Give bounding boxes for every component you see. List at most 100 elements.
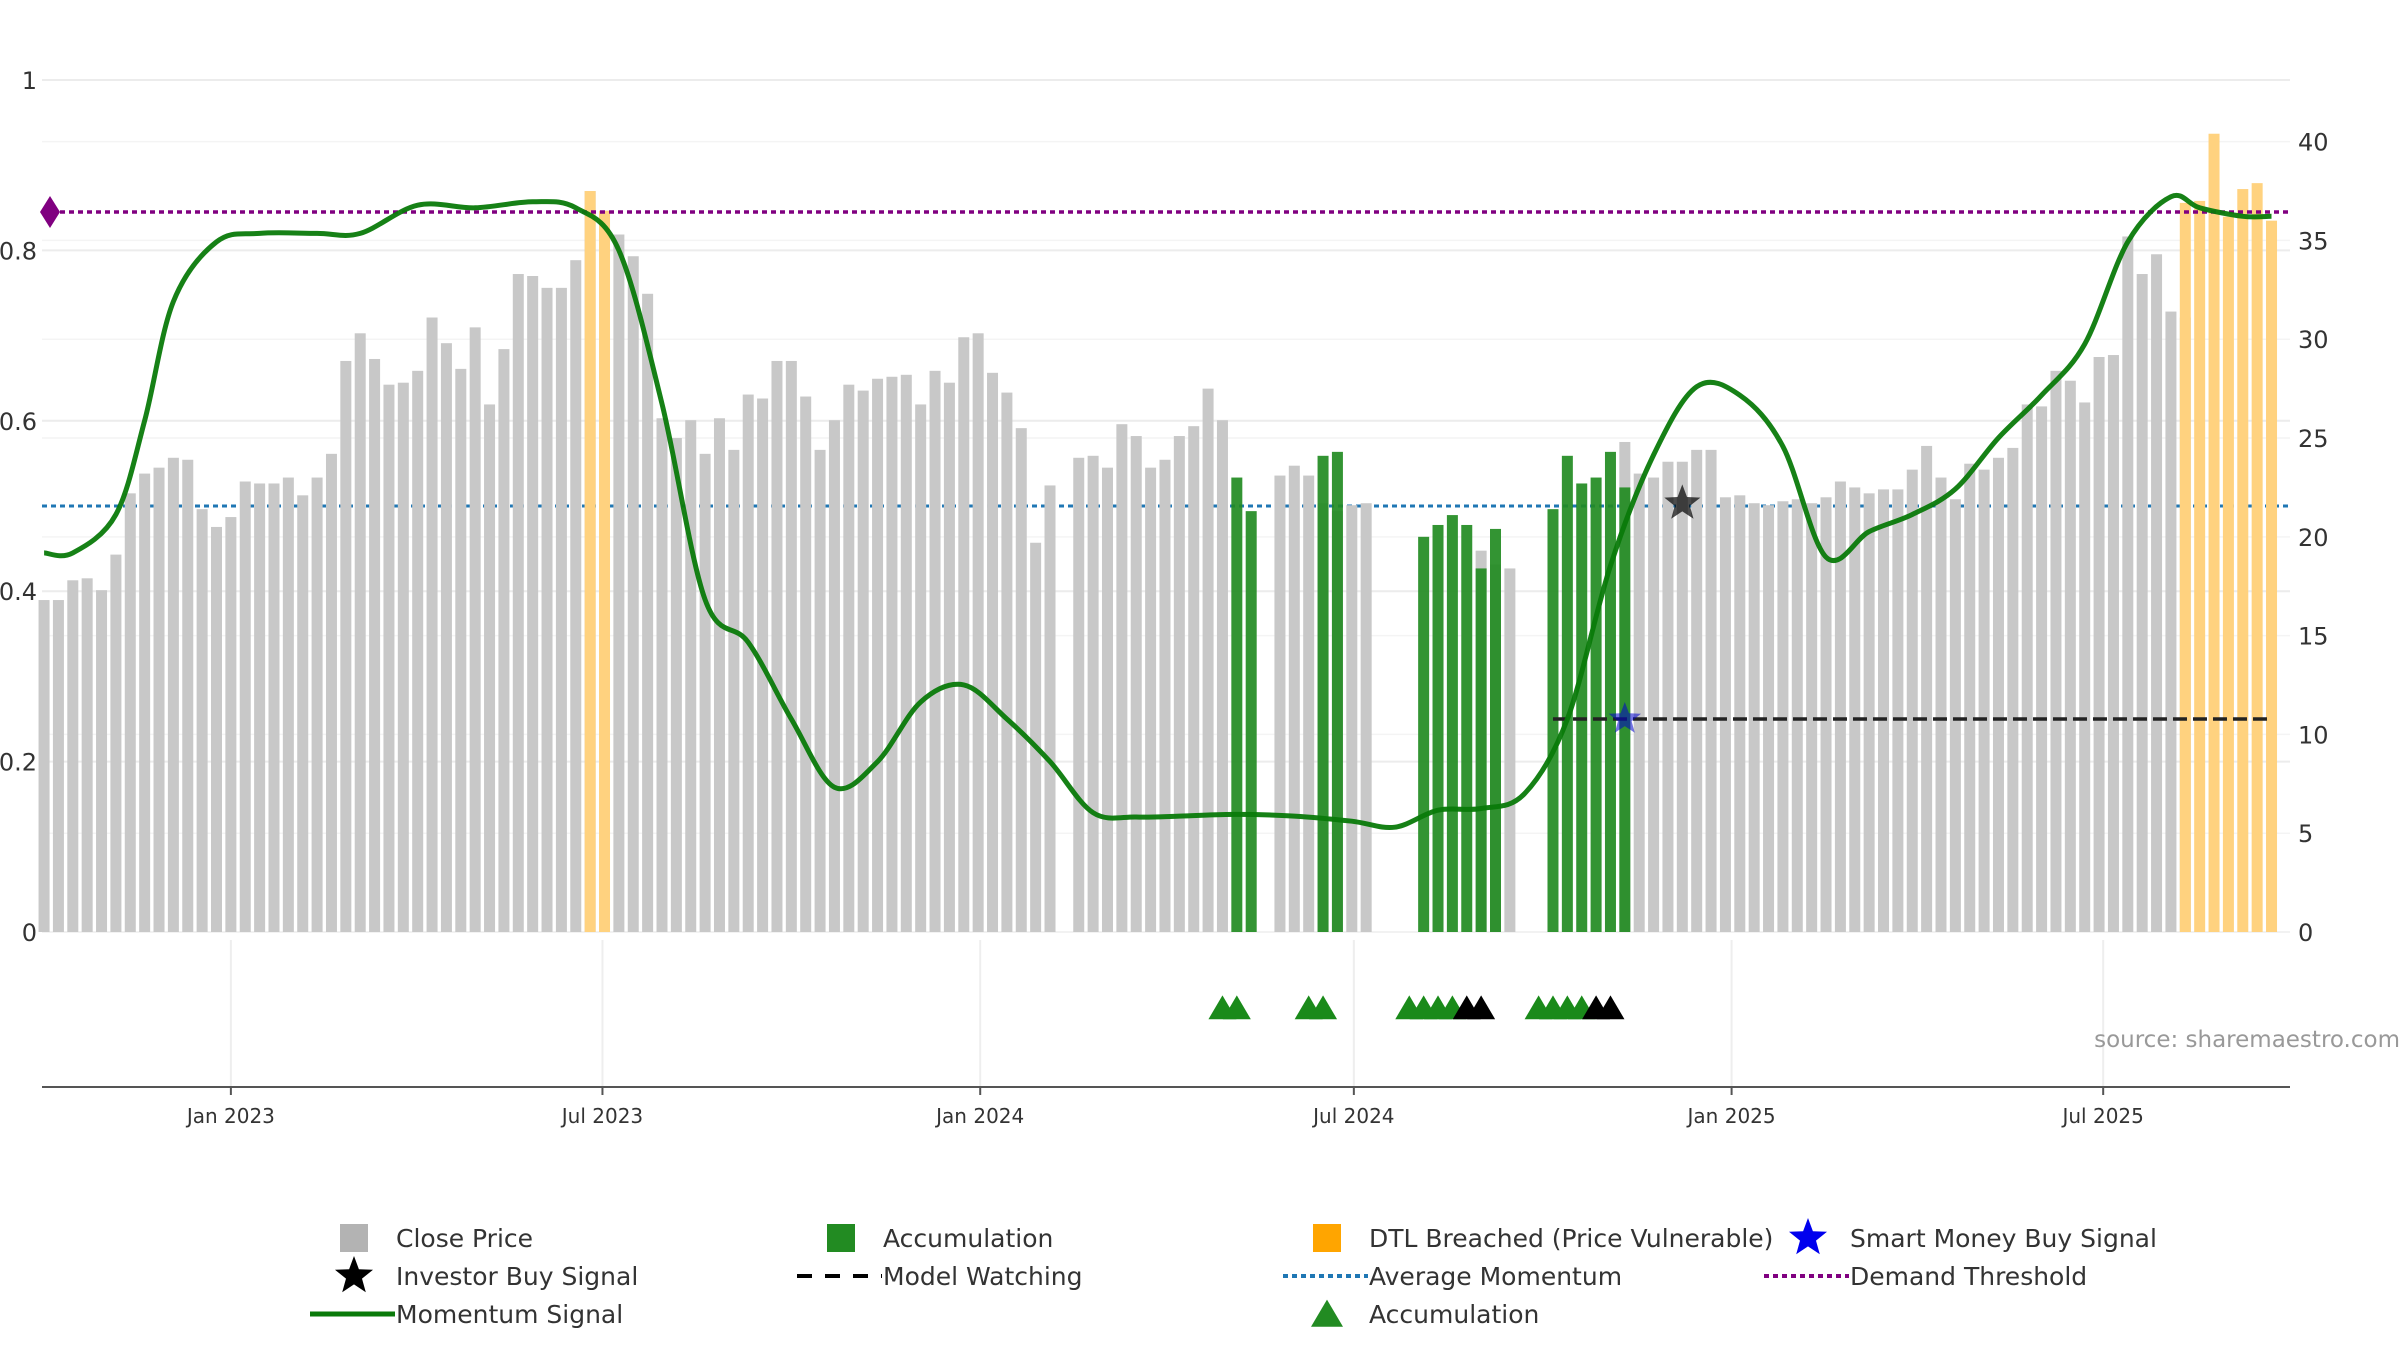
legend-item: Close Price (340, 1224, 533, 1253)
x-tick-label: Jan 2024 (934, 1104, 1024, 1128)
close-price-bar (900, 374, 912, 932)
close-price-bar (311, 477, 323, 932)
close-price-bar (1303, 475, 1315, 932)
close-price-bar (785, 360, 797, 932)
close-price-bar (297, 495, 309, 932)
y-right-tick-label: 0 (2298, 919, 2313, 947)
y-left-tick-label: 0.4 (0, 578, 37, 606)
y-right-tick-label: 35 (2298, 227, 2329, 255)
close-price-bar (1188, 426, 1200, 932)
close-price-bar (1015, 428, 1027, 932)
accumulation-bar (1561, 455, 1573, 932)
close-price-bar (1648, 477, 1660, 932)
close-price-bar (469, 327, 481, 932)
close-price-bar (1073, 457, 1085, 932)
close-price-bar (2136, 274, 2148, 932)
y-left-tick-label: 0.2 (0, 749, 37, 777)
accumulation-bar (1446, 515, 1458, 932)
close-price-bar (1130, 436, 1142, 932)
legend-item: Accumulation (827, 1224, 1053, 1253)
y-left-tick-label: 0.6 (0, 408, 37, 436)
close-price-bar (2036, 406, 2048, 932)
dtl-breached-bar (2251, 183, 2263, 933)
close-price-bar (67, 580, 79, 932)
close-price-bar (196, 509, 208, 932)
close-price-bar (38, 600, 50, 932)
close-price-bar (1705, 449, 1717, 932)
close-price-bar (1001, 392, 1013, 932)
close-price-bar (1662, 461, 1674, 932)
legend-swatch (827, 1224, 855, 1252)
accumulation-bar (1245, 511, 1257, 932)
accumulation-bar (1475, 568, 1487, 932)
accumulation-marker-dark (1596, 995, 1625, 1020)
accumulation-bar (1432, 524, 1444, 932)
close-price-bar (1863, 493, 1875, 932)
x-tick-label: Jul 2024 (1311, 1104, 1394, 1128)
close-price-bar (340, 360, 352, 932)
close-price-bar (713, 418, 725, 933)
dtl-breached-bar (2194, 200, 2206, 933)
legend-item: Average Momentum (1283, 1262, 1622, 1291)
close-price-bar (2064, 380, 2076, 932)
dtl-breached-bar (2266, 220, 2278, 933)
close-price-bar (1978, 469, 1990, 932)
signal-lines (42, 192, 2290, 831)
close-price-bar (1921, 445, 1933, 932)
y-right-tick-label: 5 (2298, 820, 2313, 848)
close-price-bar (124, 493, 136, 932)
close-price-bar (771, 360, 783, 932)
accumulation-marker-dark (1467, 995, 1496, 1020)
legend-swatch (1313, 1224, 1341, 1252)
close-price-bar (1676, 461, 1688, 932)
close-price-bar (1030, 542, 1042, 932)
close-price-bar (1892, 489, 1904, 932)
close-price-bar (1949, 499, 1961, 932)
legend-star-icon (335, 1256, 373, 1293)
y-right-tick-label: 15 (2298, 623, 2329, 651)
close-price-bar (943, 382, 955, 932)
close-price-bar (1173, 436, 1185, 932)
accumulation-bar (1490, 528, 1502, 932)
close-price-bar (1834, 481, 1846, 932)
close-price-bar (2151, 254, 2163, 932)
close-price-bar (182, 459, 194, 932)
close-price-bar (397, 382, 409, 932)
dtl-breached-bar (584, 191, 596, 933)
close-price-bar (699, 453, 711, 932)
close-price-bar (1964, 463, 1976, 932)
accumulation-bar (1231, 477, 1243, 932)
dtl-breached-bar (2179, 202, 2191, 932)
x-tick-label: Jan 2025 (1686, 1104, 1776, 1128)
accumulation-marker (1222, 995, 1251, 1020)
demand-threshold-marker (40, 196, 60, 229)
close-price-bar (369, 358, 381, 933)
close-price-bar (1719, 497, 1731, 932)
dtl-breached-bar (2222, 216, 2234, 932)
close-price-bar (96, 590, 108, 932)
close-price-bar (1992, 457, 2004, 932)
legend-label: Model Watching (883, 1262, 1083, 1291)
close-price-bar (268, 483, 280, 932)
legend-item: Momentum Signal (310, 1300, 623, 1329)
accumulation-bar (1331, 451, 1343, 932)
legend-label: Accumulation (1369, 1300, 1539, 1329)
close-price-bar (1691, 449, 1703, 932)
legend-label: DTL Breached (Price Vulnerable) (1369, 1224, 1773, 1253)
close-price-bar (211, 526, 223, 932)
close-price-bar (814, 449, 826, 932)
legend-item: Model Watching (797, 1262, 1083, 1291)
close-price-bar (1791, 499, 1803, 932)
legend-label: Average Momentum (1369, 1262, 1622, 1291)
close-price-bar (1820, 497, 1832, 932)
accumulation-bar (1461, 524, 1473, 932)
y-right-tick-label: 30 (2298, 326, 2329, 354)
close-price-bar (484, 404, 496, 933)
source-note: source: sharemaestro.com (2094, 1027, 2400, 1053)
close-price-bar (872, 378, 884, 933)
close-price-bar (800, 396, 812, 932)
close-price-bar (440, 343, 452, 932)
close-price-bar (1274, 475, 1286, 932)
close-price-bar (886, 376, 898, 932)
close-price-bar (52, 600, 64, 932)
